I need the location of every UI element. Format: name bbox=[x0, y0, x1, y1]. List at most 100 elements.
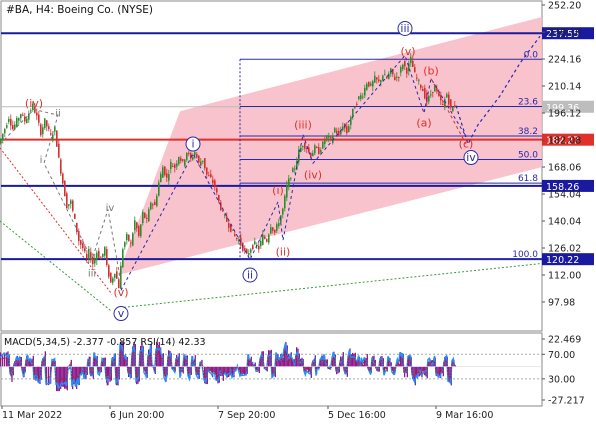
candle-body bbox=[46, 120, 48, 127]
wave-label-11: (iii) bbox=[294, 118, 312, 131]
candle-body bbox=[340, 130, 342, 135]
candle-body bbox=[316, 146, 318, 148]
macd-bar bbox=[148, 349, 150, 367]
macd-bar bbox=[209, 366, 211, 372]
candle-body bbox=[94, 257, 96, 264]
macd-bar bbox=[28, 359, 30, 367]
candle-body bbox=[434, 84, 436, 92]
macd-bar bbox=[52, 361, 54, 367]
macd-bar bbox=[88, 358, 90, 367]
candle-body bbox=[188, 152, 190, 154]
candle-body bbox=[252, 245, 254, 249]
candle-body bbox=[112, 278, 114, 283]
macd-bar bbox=[428, 361, 430, 367]
macd-bar bbox=[408, 355, 410, 367]
macd-bar bbox=[240, 366, 242, 376]
candle-body bbox=[272, 227, 274, 231]
candle-body bbox=[432, 91, 434, 93]
wave-circle-7 bbox=[185, 136, 201, 152]
macd-bar bbox=[322, 356, 324, 367]
level-label-0: 237.55 bbox=[546, 29, 579, 40]
candle-body bbox=[410, 57, 412, 64]
candle-body bbox=[82, 243, 84, 249]
time-tick-4: 9 Mar 16:00 bbox=[436, 410, 493, 421]
candle-body bbox=[382, 75, 384, 81]
macd-bar bbox=[200, 361, 202, 367]
macd-bar bbox=[60, 366, 62, 390]
macd-bar bbox=[448, 366, 450, 382]
candle-body bbox=[146, 217, 148, 219]
candle-body bbox=[16, 118, 18, 127]
candle-body bbox=[430, 94, 432, 96]
left-trendline-2 bbox=[0, 220, 113, 312]
macd-bar bbox=[217, 366, 219, 384]
candle-body bbox=[214, 180, 216, 187]
macd-bar bbox=[84, 366, 86, 379]
candle-body bbox=[68, 204, 70, 206]
macd-bar bbox=[102, 358, 104, 367]
left-trendline bbox=[0, 147, 113, 295]
price-tick-0: 252.20 bbox=[548, 1, 581, 12]
macd-bar bbox=[65, 366, 67, 389]
macd-bar bbox=[34, 366, 36, 379]
candle-body bbox=[220, 202, 222, 210]
candle-body bbox=[280, 215, 282, 223]
macd-bar bbox=[141, 342, 143, 367]
candle-body bbox=[398, 77, 400, 79]
candle-body bbox=[292, 168, 294, 173]
macd-bar bbox=[268, 350, 270, 367]
wave-label-10: (ii) bbox=[276, 245, 291, 258]
wave-label-1: ii bbox=[55, 109, 61, 120]
macd-bar bbox=[90, 366, 92, 377]
candle-body bbox=[304, 143, 306, 149]
ind-tick-3: -27.217 bbox=[548, 396, 585, 407]
time-tick-2: 7 Sep 20:00 bbox=[218, 410, 275, 421]
macd-bar bbox=[400, 352, 402, 367]
macd-bar bbox=[18, 357, 20, 367]
macd-bar bbox=[345, 366, 347, 373]
macd-bar bbox=[244, 366, 246, 376]
candle-body bbox=[372, 81, 374, 87]
correction-path bbox=[430, 78, 467, 145]
candle-body bbox=[212, 179, 214, 184]
macd-bar bbox=[173, 366, 175, 369]
fib-label-4: 61.8 bbox=[518, 174, 538, 184]
macd-bar bbox=[184, 355, 186, 367]
candle-body bbox=[364, 87, 366, 96]
macd-bar bbox=[437, 366, 439, 378]
candle-body bbox=[308, 147, 310, 152]
macd-bar bbox=[242, 366, 244, 374]
candle-body bbox=[288, 178, 290, 188]
macd-bar bbox=[257, 366, 259, 371]
macd-bar bbox=[140, 345, 142, 367]
level-badge-2 bbox=[542, 179, 594, 192]
macd-bar bbox=[392, 366, 394, 371]
candle-body bbox=[418, 79, 420, 81]
macd-bar bbox=[388, 357, 390, 367]
macd-bar bbox=[226, 366, 228, 378]
candle-body bbox=[24, 116, 26, 122]
candle-body bbox=[144, 212, 146, 218]
price-tick-4: 196.12 bbox=[548, 109, 581, 120]
macd-signal-line bbox=[0, 350, 456, 382]
candle-body bbox=[438, 92, 440, 96]
candle-body bbox=[440, 96, 442, 101]
macd-bar bbox=[413, 366, 415, 381]
indicator-layer: 22.469 70.00 30.00 -27.217 bbox=[0, 335, 585, 407]
price-tick-8: 140.04 bbox=[548, 217, 581, 228]
candle-body bbox=[322, 141, 324, 149]
fib-label-1: 23.6 bbox=[518, 97, 538, 107]
macd-bar bbox=[320, 358, 322, 367]
candle-body bbox=[132, 233, 134, 246]
candle-body bbox=[270, 227, 272, 234]
candle-body bbox=[428, 95, 430, 102]
candle-body bbox=[100, 257, 102, 260]
macd-bar bbox=[385, 366, 387, 369]
candle-body bbox=[98, 250, 100, 258]
macd-bar bbox=[350, 354, 352, 367]
candle-body bbox=[194, 152, 196, 155]
macd-bar bbox=[352, 352, 354, 367]
wave-label-6: v bbox=[118, 307, 125, 320]
chart-title: #BA, H4: Boeing Co. (NYSE) bbox=[6, 4, 153, 16]
wave-label-13: iii bbox=[400, 22, 409, 35]
